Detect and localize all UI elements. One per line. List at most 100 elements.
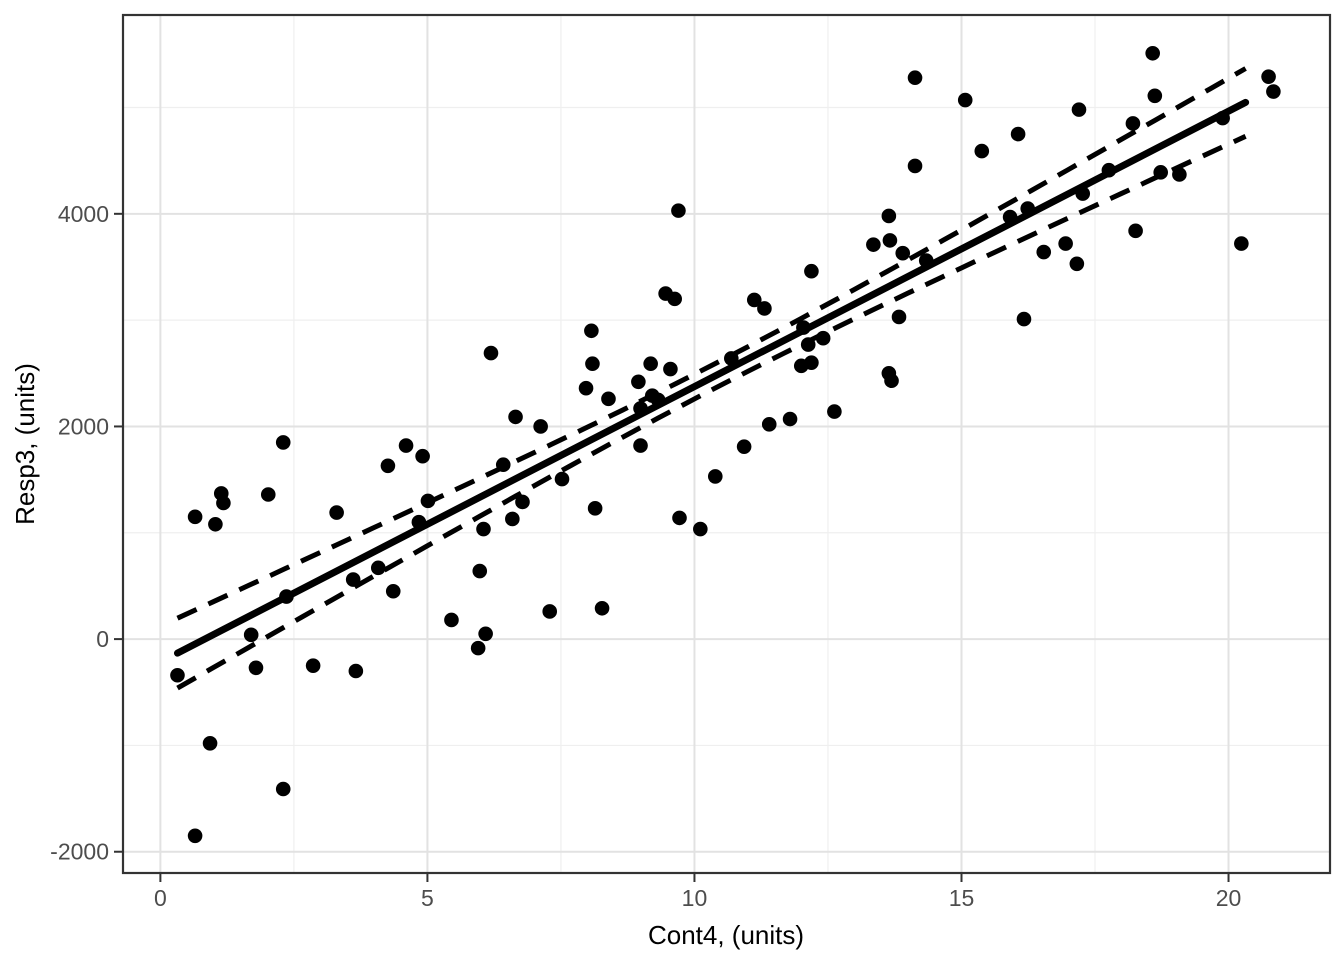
scatter-point <box>827 404 842 419</box>
scatter-point <box>587 501 603 516</box>
y-tick-label: 0 <box>96 626 109 652</box>
scatter-point <box>866 237 881 252</box>
scatter-point <box>380 458 396 474</box>
axis-tick-labels: 0 5 10 15 20 -2000 0 2000 4000 <box>50 201 1241 911</box>
y-axis-title: Resp3, (units) <box>10 363 40 525</box>
y-tick-label: 2000 <box>58 413 109 439</box>
scatter-point <box>1036 244 1052 260</box>
scatter-point <box>707 469 723 484</box>
scatter-point <box>444 612 459 628</box>
scatter-point <box>957 92 973 108</box>
scatter-point <box>483 345 499 361</box>
scatter-point <box>329 505 344 520</box>
scatter-point <box>1128 223 1143 239</box>
scatter-point <box>533 419 548 434</box>
scatter-point <box>672 510 687 526</box>
plot-panel-border <box>121 13 1332 875</box>
scatter-point <box>907 70 923 86</box>
scatter-point <box>187 828 203 844</box>
scatter-point <box>1147 88 1163 104</box>
scatter-point <box>202 735 218 751</box>
scatter-point <box>515 494 530 510</box>
scatter-point <box>746 292 762 308</box>
regression-line-layer <box>173 98 1250 657</box>
scatter-point <box>585 356 600 372</box>
scatter-point <box>208 516 223 532</box>
x-tick-label: 15 <box>949 885 975 911</box>
scatter-point <box>216 495 231 511</box>
scatter-point <box>578 380 594 396</box>
scatter-point <box>1145 45 1160 61</box>
scatter-point <box>891 309 907 325</box>
scatter-point <box>782 411 798 427</box>
scatter-point <box>260 487 276 502</box>
scatter-point <box>472 563 488 579</box>
x-tick-label: 20 <box>1216 885 1242 911</box>
scatter-point <box>476 521 491 537</box>
scatter-point <box>693 521 708 537</box>
scatter-point <box>804 355 819 370</box>
scatter-point <box>1016 311 1032 327</box>
scatter-point <box>1058 236 1073 251</box>
scatter-point <box>275 781 291 797</box>
scatter-point <box>505 511 520 527</box>
scatter-point <box>415 448 430 464</box>
scatter-point <box>508 409 523 425</box>
scatter-point <box>1234 236 1249 251</box>
axis-ticks <box>114 212 1230 882</box>
scatter-point <box>895 245 911 261</box>
scatter-point <box>398 438 414 453</box>
scatter-point <box>248 660 264 676</box>
scatter-point <box>884 373 899 389</box>
scatter-point <box>584 323 599 339</box>
scatter-point <box>736 439 752 454</box>
scatter-point <box>663 361 678 377</box>
scatter-point <box>348 663 364 679</box>
y-tick-label: 4000 <box>58 201 109 227</box>
scatter-point <box>1266 84 1281 99</box>
gridlines-minor <box>123 15 1330 873</box>
scatter-point <box>1010 126 1026 142</box>
x-tick-label: 10 <box>682 885 708 911</box>
scatter-point <box>243 627 259 643</box>
scatter-point <box>1261 69 1276 84</box>
confidence-band-upper <box>176 66 1247 621</box>
scatter-point <box>370 560 386 576</box>
scatter-point <box>761 417 777 432</box>
scatter-point <box>907 158 923 174</box>
scatter-point <box>974 143 990 159</box>
scatter-point <box>631 374 646 390</box>
scatter-point <box>882 233 898 248</box>
scatter-points <box>170 45 1281 844</box>
scatter-point <box>305 658 321 673</box>
scatter-point <box>757 301 772 316</box>
scatter-point <box>554 471 570 487</box>
scatter-point <box>542 604 558 619</box>
regression-line <box>173 98 1250 657</box>
scatter-point <box>633 438 648 453</box>
scatter-point <box>470 640 486 656</box>
scatter-point <box>804 263 819 279</box>
scatter-point <box>643 356 658 372</box>
scatter-point <box>601 391 616 407</box>
scatter-point <box>1069 256 1085 272</box>
scatter-point <box>1071 102 1087 117</box>
scatter-point <box>1125 116 1141 131</box>
scatter-point <box>881 208 897 224</box>
scatter-point <box>671 203 686 218</box>
scatter-point <box>594 600 610 616</box>
scatter-point <box>275 435 291 450</box>
x-tick-label: 5 <box>421 885 434 911</box>
confidence-band <box>176 66 1247 691</box>
scatter-point <box>170 667 185 683</box>
scatter-point <box>478 626 493 642</box>
confidence-band-lower <box>176 134 1247 691</box>
x-axis-title: Cont4, (units) <box>648 920 804 950</box>
scatter-point <box>385 583 401 599</box>
scatter-point <box>667 291 682 307</box>
gridlines-major <box>123 15 1330 873</box>
y-tick-label: -2000 <box>50 839 109 865</box>
scatter-point <box>187 509 203 525</box>
